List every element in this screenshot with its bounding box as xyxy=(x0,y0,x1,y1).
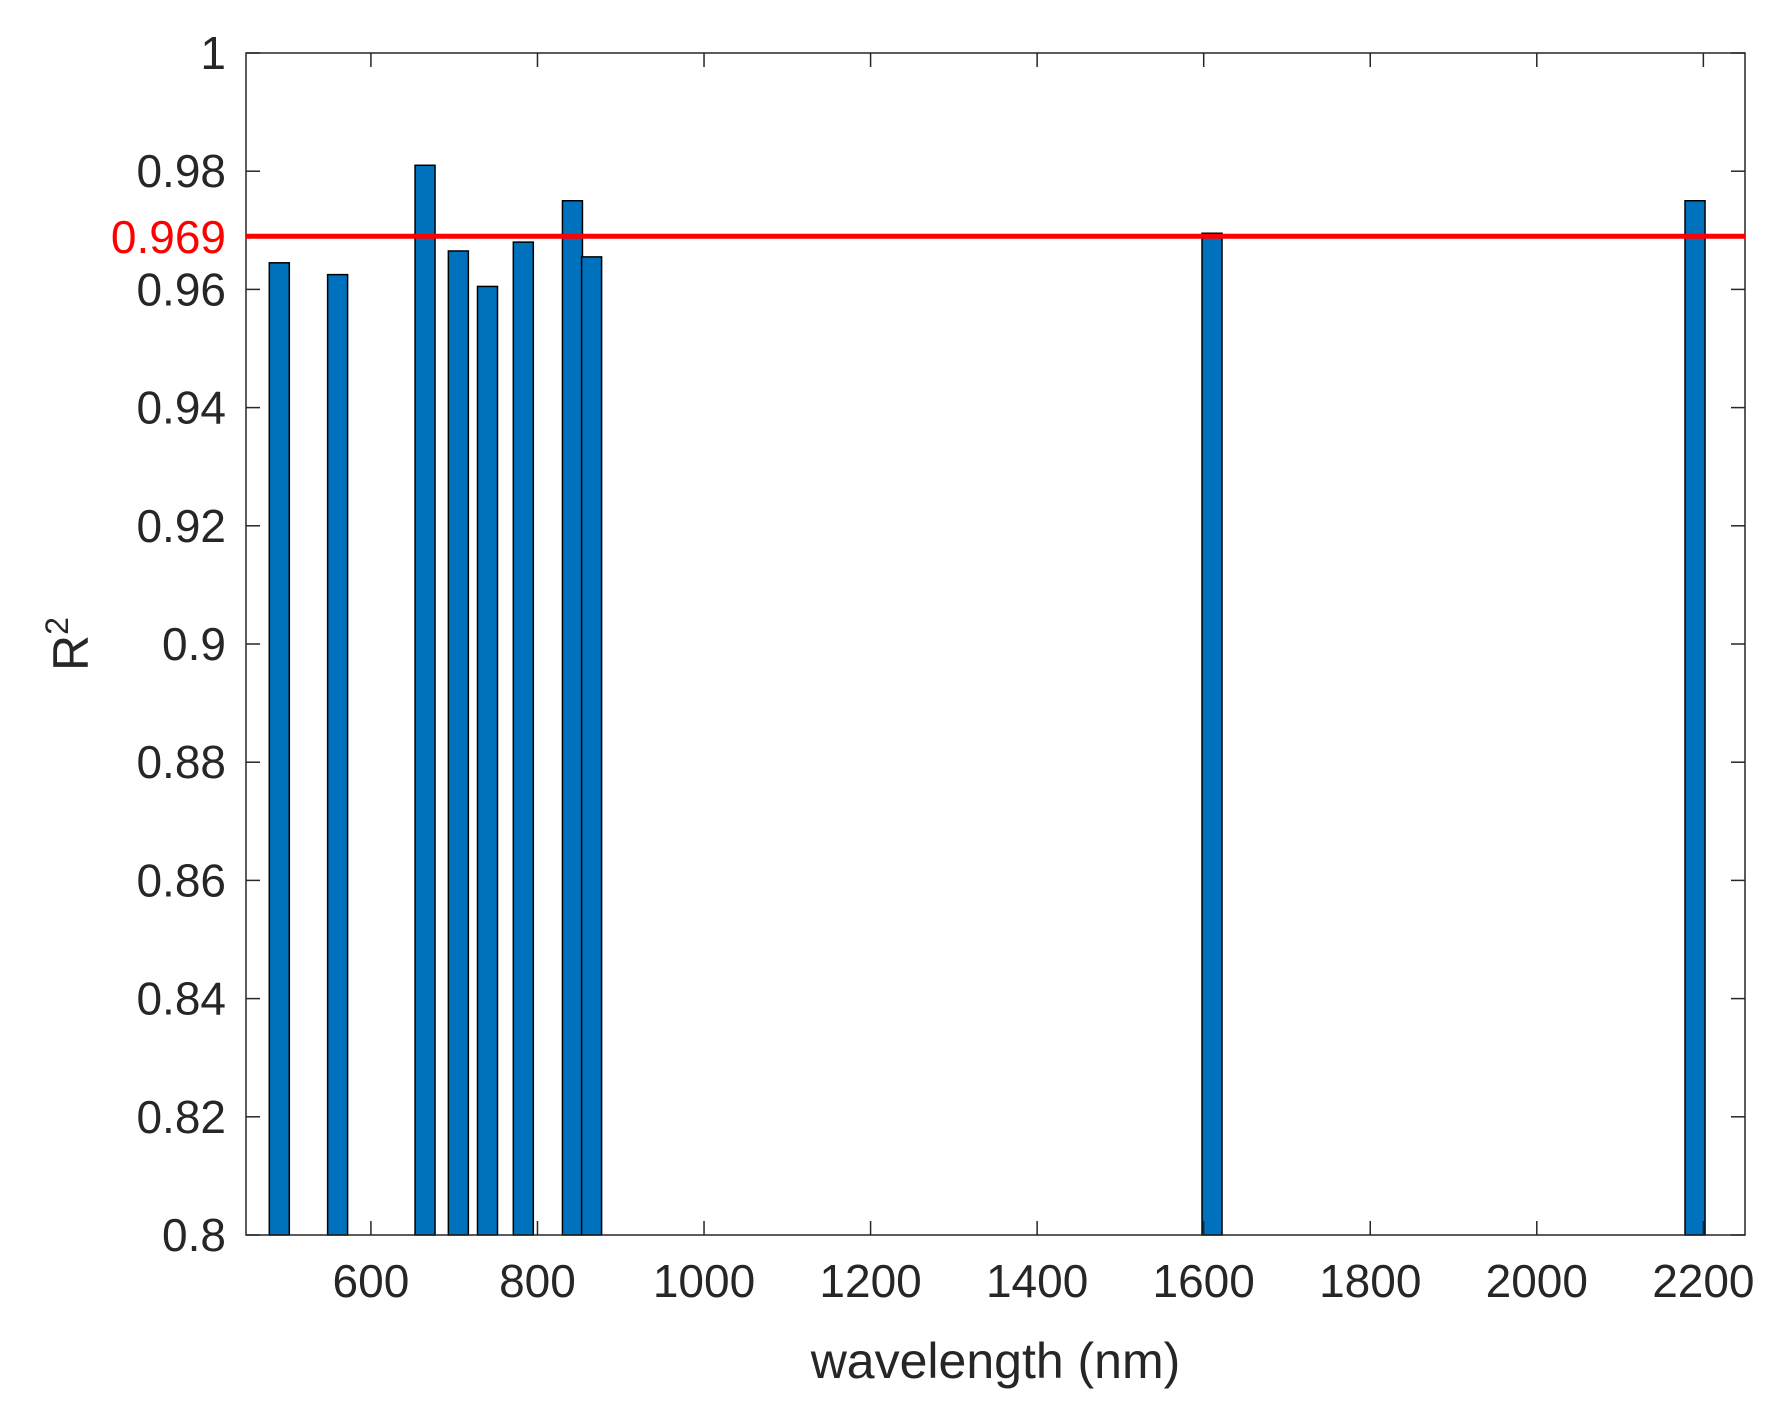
x-tick-labels: 600 800 1000 1200 1400 1600 1800 2000 2200 xyxy=(333,1255,1755,1307)
x-tick-label: 1600 xyxy=(1153,1255,1255,1307)
x-tick-label: 1000 xyxy=(653,1255,755,1307)
bar-490 xyxy=(268,262,291,1236)
bar-2190 xyxy=(1684,200,1706,1236)
bar-1610 xyxy=(1201,232,1223,1236)
x-tick-label: 800 xyxy=(499,1255,576,1307)
bar-560 xyxy=(326,273,349,1236)
y-tick-label: 0.9 xyxy=(162,618,226,670)
x-tick-label: 2200 xyxy=(1652,1255,1754,1307)
y-tick-label: 0.88 xyxy=(136,736,226,788)
y-tick-label: 0.86 xyxy=(136,854,226,906)
reference-line-label: 0.969 xyxy=(111,211,226,263)
bar-783 xyxy=(512,241,535,1236)
y-tick-label: 0.98 xyxy=(136,145,226,197)
x-axis-label: wavelength (nm) xyxy=(810,1333,1181,1389)
y-tick-label: 0.94 xyxy=(136,382,226,434)
y-axis-label: R2 xyxy=(39,617,99,671)
bar-842 xyxy=(561,200,584,1236)
y-tick-label: 0.82 xyxy=(136,1091,226,1143)
x-tick-label: 600 xyxy=(333,1255,410,1307)
x-tick-label: 1800 xyxy=(1319,1255,1421,1307)
bar-740 xyxy=(476,285,499,1236)
x-tick-label: 1400 xyxy=(986,1255,1088,1307)
y-tick-label: 0.84 xyxy=(136,973,226,1025)
y-tick-label: 0.8 xyxy=(162,1209,226,1261)
y-tick-labels: 0.8 0.82 0.84 0.86 0.88 0.9 0.92 0.94 0.96 0.98 1 xyxy=(136,27,226,1261)
bar-705 xyxy=(447,250,470,1236)
bar-865 xyxy=(580,256,603,1236)
x-tick-label: 1200 xyxy=(819,1255,921,1307)
y-axis-label-group: R2 xyxy=(39,617,99,671)
y-tick-label: 0.92 xyxy=(136,500,226,552)
y-axis-label-base: R xyxy=(43,635,99,671)
bars-group xyxy=(268,164,1706,1236)
axes-box xyxy=(245,52,1746,1236)
x-tick-label: 2000 xyxy=(1486,1255,1588,1307)
y-tick-label: 1 xyxy=(200,27,226,79)
y-axis-label-superscript: 2 xyxy=(39,617,75,635)
y-tick-label: 0.96 xyxy=(136,263,226,315)
ticks-group xyxy=(246,52,1745,1236)
bar-665 xyxy=(414,164,436,1236)
